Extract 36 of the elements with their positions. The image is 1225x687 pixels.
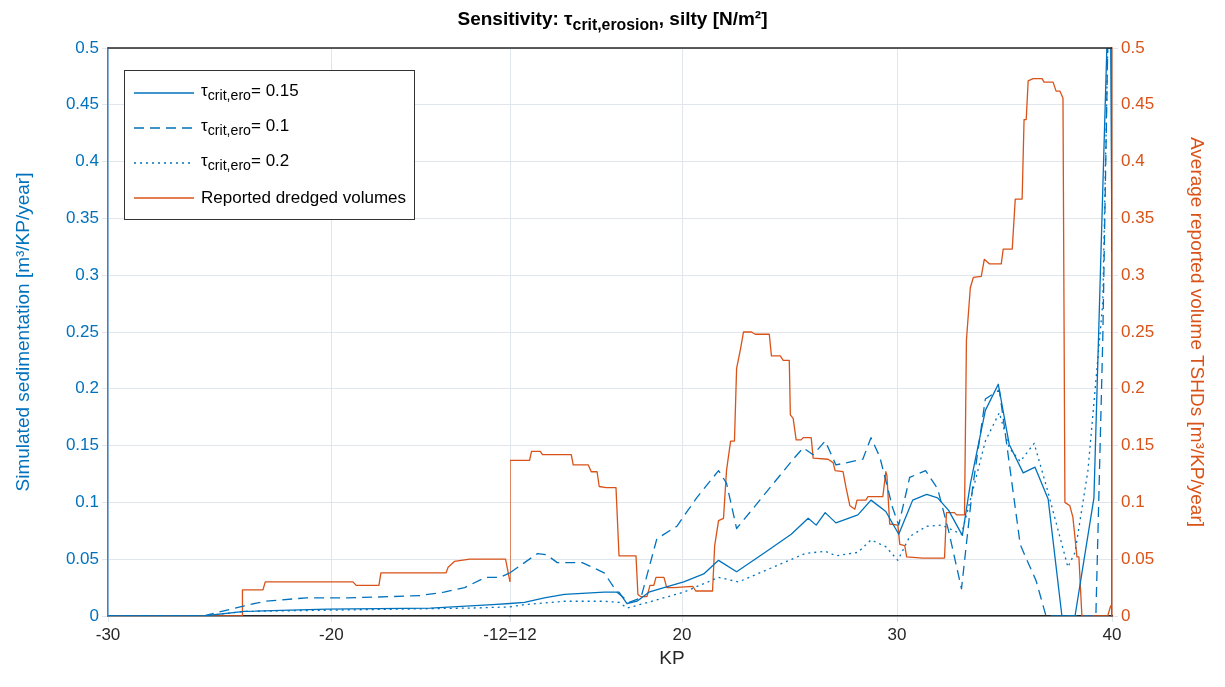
y2-tick-label: 0.05 bbox=[1121, 548, 1155, 568]
y2-tick-label: 0.35 bbox=[1121, 208, 1155, 228]
y-tick-label: 0.2 bbox=[75, 378, 99, 398]
x-tick-label: -12=12 bbox=[483, 624, 537, 644]
y2-tick-label: 0.45 bbox=[1121, 94, 1155, 114]
y-tick-label: 0.4 bbox=[75, 151, 99, 171]
x-tick-label: -30 bbox=[95, 624, 121, 644]
y2-tick-label: 0.3 bbox=[1121, 264, 1145, 284]
y2-tick-label: 0 bbox=[1121, 605, 1131, 625]
legend-label: Reported dredged volumes bbox=[201, 187, 407, 208]
y2-tick-label: 0.2 bbox=[1121, 378, 1145, 398]
y-tick-label: 0.05 bbox=[65, 548, 99, 568]
y-tick-label: 0.5 bbox=[75, 37, 99, 57]
y2-tick-label: 0.4 bbox=[1121, 151, 1145, 171]
x-tick-label: 40 bbox=[1102, 624, 1122, 644]
y-tick-label: 0.15 bbox=[65, 435, 99, 455]
y-tick-label: 0.25 bbox=[65, 321, 99, 341]
legend-label: τ$_{crit,ero}$= 0.2 bbox=[201, 151, 290, 174]
y-tick-label: 0.35 bbox=[65, 208, 99, 228]
y2-tick-label: 0.5 bbox=[1121, 37, 1145, 57]
legend-label: τ$_{crit,ero}$= 0.15 bbox=[201, 81, 299, 104]
y-tick-label: 0.1 bbox=[75, 492, 99, 512]
x-tick-label: 30 bbox=[887, 624, 907, 644]
y-tick-label: 0.45 bbox=[65, 94, 99, 114]
y-axis-title: Simulated sedimentation [m³/KP/year] bbox=[11, 172, 33, 492]
y-tick-label: 0.3 bbox=[75, 264, 99, 284]
y-tick-label: 0 bbox=[89, 605, 99, 625]
legend-label: τ$_{crit,ero}$= 0.1 bbox=[201, 116, 290, 139]
x-tick-label: 20 bbox=[672, 624, 692, 644]
y2-tick-label: 0.25 bbox=[1121, 321, 1155, 341]
x-tick-label: -20 bbox=[319, 624, 344, 644]
chart-title: Sensitivity: τ$_{crit,erosion}$, silty [N/m²] bbox=[456, 8, 769, 34]
y2-tick-label: 0.1 bbox=[1121, 492, 1145, 512]
y2-tick-label: 0.15 bbox=[1121, 435, 1155, 455]
y2-axis-title: Average reported volume TSHDs [m³/KP/year] bbox=[1187, 136, 1209, 528]
x-axis-title: KP bbox=[658, 647, 686, 669]
